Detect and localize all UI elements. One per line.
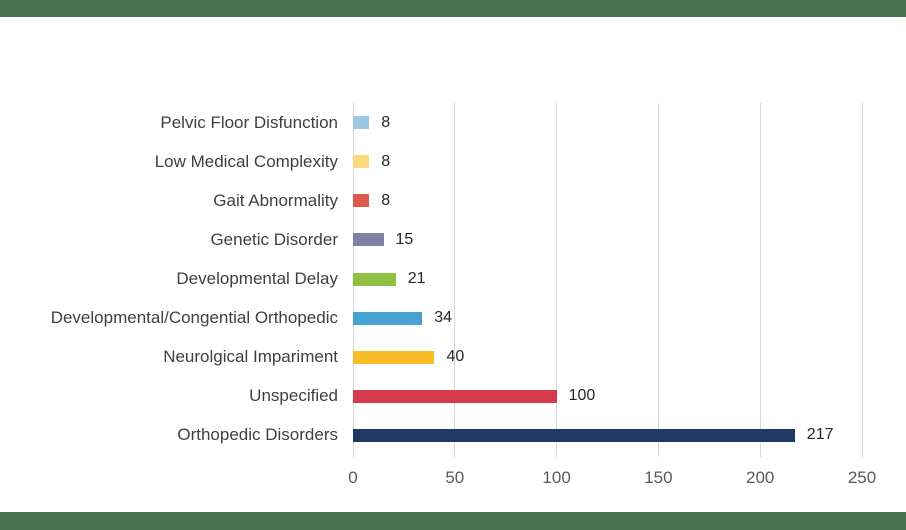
value-label: 15: [395, 230, 414, 248]
x-tick-label-50: 50: [445, 468, 465, 487]
gridline-x-150: [657, 103, 659, 457]
x-tick-label-200: 200: [746, 468, 775, 487]
top-border-band: [0, 0, 906, 17]
value-label: 8: [381, 191, 391, 209]
bar-unspecified: [353, 389, 557, 403]
gridline-x-250: [861, 103, 863, 457]
value-label: 40: [446, 348, 465, 366]
category-label: Developmental/Congential Orthopedic: [50, 308, 338, 328]
category-label: Orthopedic Disorders: [177, 425, 338, 445]
x-tick-label-0: 0: [348, 468, 358, 487]
category-label: Genetic Disorder: [210, 229, 338, 249]
value-label: 8: [381, 152, 391, 170]
value-label: 217: [806, 426, 834, 444]
value-label: 100: [568, 387, 596, 405]
category-label: Gait Abnormality: [213, 190, 338, 210]
gridline-x-50: [454, 103, 456, 457]
category-label: Low Medical Complexity: [154, 151, 338, 171]
category-label: Pelvic Floor Disfunction: [160, 112, 338, 132]
category-label: Unspecified: [249, 386, 338, 406]
gridline-x-100: [556, 103, 558, 457]
x-tick-label-250: 250: [847, 468, 877, 487]
bar-developmental-congential-orthopedic: [353, 311, 423, 325]
bottom-border-band: [0, 512, 906, 530]
bar-genetic-disorder: [353, 233, 384, 247]
bar-gait-abnormality: [353, 194, 370, 208]
bar-developmental-delay: [353, 272, 396, 286]
x-tick-label-150: 150: [644, 468, 673, 487]
gridline-x-200: [759, 103, 761, 457]
x-tick-label-100: 100: [542, 468, 571, 487]
value-label: 21: [407, 270, 426, 287]
bar-pelvic-floor-disfunction: [353, 116, 370, 130]
category-label: Developmental Delay: [176, 269, 338, 288]
category-label: Neurolgical Impariment: [163, 347, 338, 367]
value-label: 34: [434, 309, 453, 327]
value-label: 8: [381, 113, 391, 131]
bar-low-medical-complexity: [353, 155, 370, 169]
bar-neurolgical-impariment: [353, 350, 435, 364]
bar-orthopedic-disorders: [353, 428, 795, 442]
